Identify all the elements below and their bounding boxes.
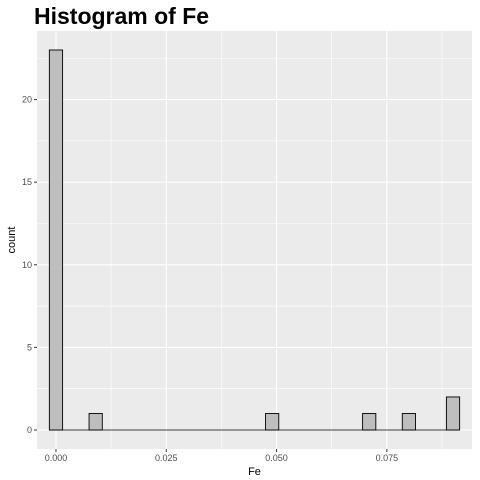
histogram-bar [362,413,377,431]
histogram-bar [88,413,103,431]
x-tick-label: 0.075 [376,453,399,463]
y-axis-ticks: 0 5 10 15 20 [22,95,37,435]
x-tick-label: 0.025 [155,453,178,463]
histogram-bar [445,396,461,431]
chart-title: Histogram of Fe [34,3,209,29]
x-tick-label: 0.000 [45,453,68,463]
histogram-bar [48,49,64,431]
grid-minor [37,31,472,449]
bars [48,49,461,431]
x-tick-label: 0.050 [265,453,288,463]
histogram-bar [265,413,280,431]
y-tick-label: 5 [27,342,32,352]
x-axis-ticks: 0.000 0.025 0.050 0.075 [45,449,398,463]
y-tick-label: 20 [22,95,32,105]
y-tick-label: 0 [27,425,32,435]
y-axis-title: count [6,227,18,254]
plot-panel [37,31,472,449]
y-tick-label: 15 [22,177,32,187]
x-axis-title: Fe [248,466,261,478]
histogram-bar [401,413,416,431]
y-tick-label: 10 [22,260,32,270]
